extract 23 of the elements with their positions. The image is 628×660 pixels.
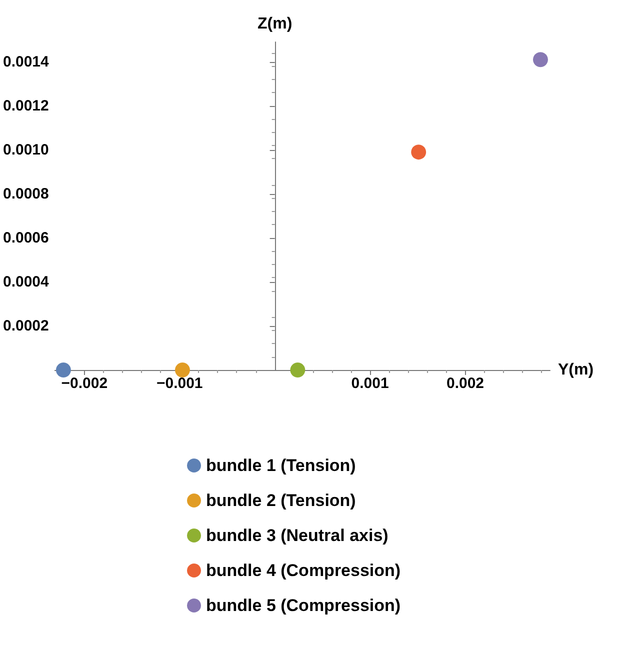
point (532, 52, 548, 68)
legend-label: bundle 3 (Neutral axis) (206, 526, 388, 545)
y-tick-label: 0.0012 (2, 97, 49, 114)
legend-label: bundle 2 (Tension) (206, 491, 356, 510)
point (56, 362, 71, 378)
point (411, 144, 426, 160)
legend-label: bundle 4 (Compression) (206, 561, 401, 580)
point (290, 362, 306, 378)
y-tick-label: 0.0014 (2, 53, 50, 70)
x-tick-label: 0.001 (351, 375, 389, 392)
legend-label: bundle 5 (Compression) (206, 596, 401, 615)
point (174, 362, 190, 378)
y-axis-title: Z(m) (258, 16, 292, 32)
x-tick-label: 0.002 (446, 375, 484, 392)
x-axis-title: Y(m) (558, 362, 594, 378)
y-tick-label: 0.0006 (2, 229, 49, 246)
y-tick-label: 0.0010 (2, 141, 49, 158)
x-tick-label: −0.001 (156, 375, 203, 392)
y-tick-label: 0.0008 (2, 185, 49, 202)
legend-label: bundle 1 (Tension) (206, 456, 356, 475)
y-tick-label: 0.0002 (2, 317, 49, 334)
y-tick-label: 0.0004 (2, 273, 50, 290)
x-tick-label: −0.002 (61, 375, 108, 392)
